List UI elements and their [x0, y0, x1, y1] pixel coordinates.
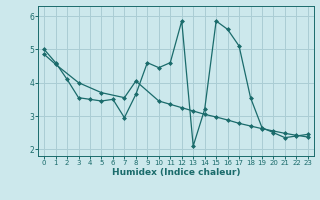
X-axis label: Humidex (Indice chaleur): Humidex (Indice chaleur) — [112, 168, 240, 177]
